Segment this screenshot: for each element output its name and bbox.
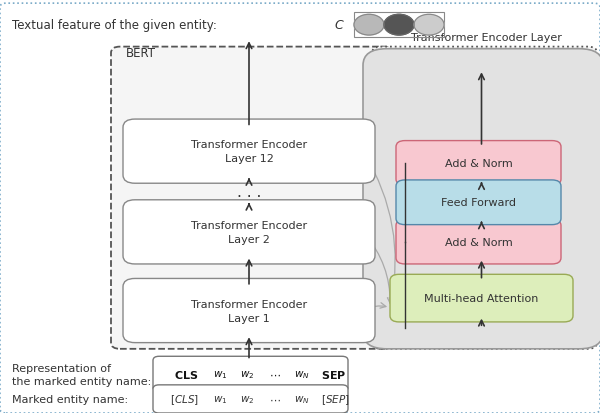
Circle shape (414, 15, 444, 36)
Text: BERT: BERT (126, 47, 156, 60)
Text: $w_2$: $w_2$ (240, 368, 254, 380)
Text: $w_1$: $w_1$ (213, 368, 227, 380)
Text: $w_1$: $w_1$ (213, 393, 227, 405)
Text: Textual feature of the given entity:: Textual feature of the given entity: (12, 19, 217, 32)
Text: Multi-head Attention: Multi-head Attention (424, 293, 539, 304)
Circle shape (354, 15, 384, 36)
Text: $\mathbf{SEP}$: $\mathbf{SEP}$ (321, 368, 346, 380)
FancyBboxPatch shape (390, 275, 573, 322)
FancyBboxPatch shape (0, 4, 600, 413)
FancyBboxPatch shape (372, 47, 597, 349)
Bar (354, 13, 444, 38)
Text: $\cdots$: $\cdots$ (269, 369, 281, 379)
Text: Representation of: Representation of (12, 363, 111, 373)
FancyBboxPatch shape (153, 356, 348, 392)
FancyBboxPatch shape (396, 141, 561, 186)
FancyBboxPatch shape (396, 180, 561, 225)
Text: $\cdots$: $\cdots$ (269, 394, 281, 404)
FancyBboxPatch shape (123, 120, 375, 184)
Text: Marked entity name:: Marked entity name: (12, 394, 128, 404)
FancyBboxPatch shape (396, 220, 561, 264)
Circle shape (384, 15, 414, 36)
Text: Add & Norm: Add & Norm (445, 159, 512, 169)
Text: Transformer Encoder
Layer 1: Transformer Encoder Layer 1 (191, 299, 307, 323)
Text: C: C (335, 19, 343, 32)
FancyBboxPatch shape (363, 50, 600, 349)
Text: $w_2$: $w_2$ (240, 393, 254, 405)
FancyBboxPatch shape (123, 279, 375, 343)
Text: $\mathit{[CLS]}$: $\mathit{[CLS]}$ (170, 392, 199, 406)
Text: the marked entity name:: the marked entity name: (12, 376, 151, 386)
Text: $\mathbf{CLS}$: $\mathbf{CLS}$ (174, 368, 199, 380)
Text: $w_N$: $w_N$ (294, 368, 310, 380)
FancyBboxPatch shape (153, 385, 348, 413)
Text: $w_N$: $w_N$ (294, 393, 310, 405)
Text: $\mathit{[SEP]}$: $\mathit{[SEP]}$ (321, 392, 350, 406)
FancyBboxPatch shape (123, 200, 375, 264)
Text: Transformer Encoder
Layer 2: Transformer Encoder Layer 2 (191, 221, 307, 244)
Text: . . .: . . . (237, 185, 261, 199)
Text: Add & Norm: Add & Norm (445, 237, 512, 247)
FancyBboxPatch shape (111, 47, 393, 349)
Text: Feed Forward: Feed Forward (441, 198, 516, 208)
Text: Transformer Encoder Layer: Transformer Encoder Layer (410, 33, 562, 43)
Text: Transformer Encoder
Layer 12: Transformer Encoder Layer 12 (191, 140, 307, 164)
